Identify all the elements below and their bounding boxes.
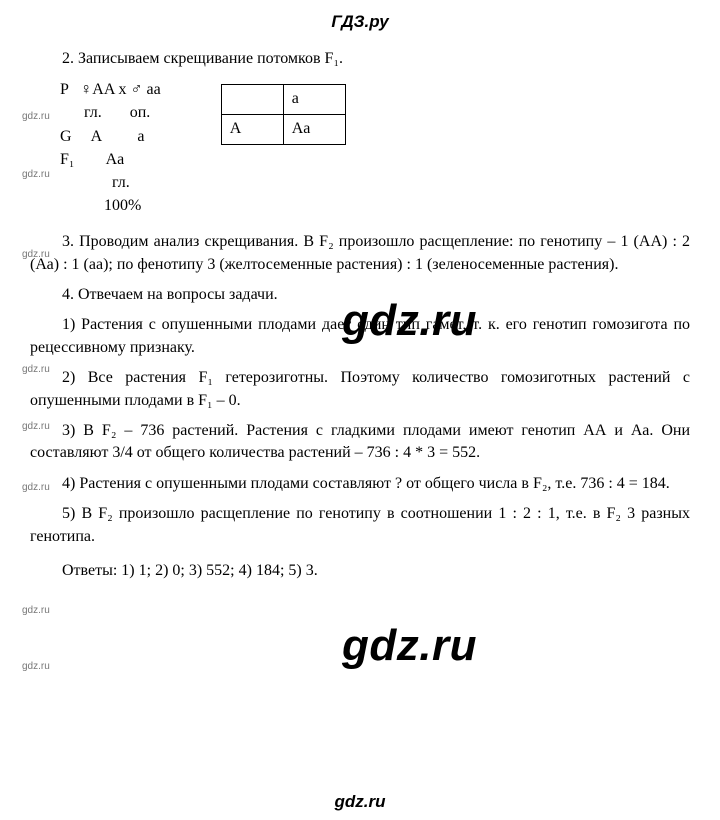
cross-scheme: P ♀AA x ♂ aa гл. оп. G A a F₁ Aa гл. 100… [60,78,161,217]
watermark-small: gdz.ru [22,604,50,618]
punnett-cell: Aa [283,115,345,145]
cross-block: P ♀AA x ♂ aa гл. оп. G A a F₁ Aa гл. 100… [60,78,690,217]
punnett-cell: A [221,115,283,145]
punnett-cell [221,85,283,115]
answers-summary: Ответы: 1) 1; 2) 0; 3) 552; 4) 184; 5) 3… [30,560,690,582]
answer-2: 2) Все растения F₁ гетерозиготны. Поэтом… [30,367,690,412]
page-footer: gdz.ru [0,790,720,814]
punnett-cell: a [283,85,345,115]
cross-line: 100% [60,197,141,214]
section-4-title: 4. Отвечаем на вопросы задачи. [30,284,690,306]
cross-line: гл. [60,174,130,191]
cross-line: F₁ Aa [60,151,124,168]
page-header: ГДЗ.ру [30,10,690,34]
answer-3: 3) В F₂ – 736 растений. Растения с гладк… [30,420,690,465]
cross-line: гл. оп. [60,104,150,121]
answer-4: 4) Растения с опушенными плодами составл… [30,473,690,495]
section-2-title: 2. Записываем скрещивание потомков F₁. [30,48,690,70]
section-3: 3. Проводим анализ скрещивания. В F₂ про… [30,231,690,276]
watermark-big: gdz.ru [342,615,477,677]
punnett-square: a A Aa [221,84,346,145]
cross-line: G A a [60,128,144,145]
answer-1: 1) Растения с опушенными плодами дает од… [30,314,690,359]
watermark-small: gdz.ru [22,168,50,182]
answer-5: 5) В F₂ произошло расщепление по генотип… [30,503,690,548]
cross-line: P ♀AA x ♂ aa [60,81,161,98]
watermark-small: gdz.ru [22,660,50,674]
watermark-small: gdz.ru [22,110,50,124]
